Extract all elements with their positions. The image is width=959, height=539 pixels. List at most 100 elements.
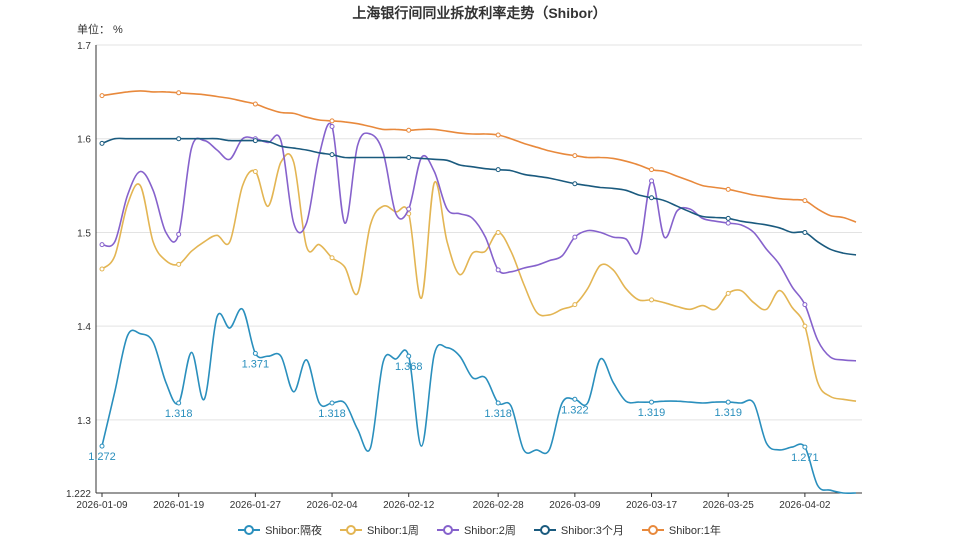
series-point: [802, 198, 808, 204]
series-point: [802, 323, 808, 329]
chart-title: 上海银行间同业拆放利率走势（Shibor）: [352, 5, 607, 21]
y-tick-label: 1.222: [66, 489, 91, 500]
legend-item[interactable]: Shibor:1年: [641, 522, 721, 538]
y-tick-label: 1.6: [77, 135, 91, 146]
x-tick-label: 2026-01-19: [153, 500, 205, 511]
series-point: [725, 220, 731, 226]
series-point: [572, 302, 578, 308]
legend-line-icon: [436, 525, 459, 535]
data-label: 1.319: [714, 407, 742, 419]
data-label: 1.318: [165, 408, 193, 420]
series-point: [176, 400, 182, 406]
series-point: [649, 167, 655, 173]
data-labels: 1.272 1.318 1.371 1.318 1.368 1.318 1.322 1.319…: [88, 358, 818, 464]
series-point: [252, 138, 258, 144]
series-point: [176, 90, 182, 96]
x-tick-label: 2026-02-28: [473, 500, 525, 511]
series-point: [99, 140, 105, 146]
series-point: [495, 267, 501, 273]
series-line-0: [101, 308, 857, 495]
series-point: [802, 302, 808, 308]
series-point: [802, 444, 808, 450]
series-point: [176, 261, 182, 267]
series-point: [329, 118, 335, 124]
data-label: 1.319: [638, 407, 666, 419]
series-point: [802, 229, 808, 235]
legend-line-icon: [238, 525, 261, 535]
series-point: [99, 266, 105, 272]
legend-item[interactable]: Shibor:1周: [339, 522, 419, 538]
series-point: [572, 153, 578, 159]
y-tick-label: 1.3: [77, 416, 91, 427]
legend-line-icon: [533, 525, 556, 535]
x-tick-label: 2026-01-09: [76, 500, 128, 511]
series-point: [329, 124, 335, 130]
series-point: [572, 396, 578, 402]
x-tick-label: 2026-02-12: [383, 500, 435, 511]
series-point: [572, 181, 578, 187]
legend-line-icon: [641, 525, 664, 535]
series-point: [252, 101, 258, 107]
series-lines: [99, 90, 857, 495]
series-point: [649, 297, 655, 303]
series-line-3: [101, 137, 857, 256]
series-point: [176, 136, 182, 142]
series-point: [495, 167, 501, 173]
series-point: [99, 443, 105, 449]
legend-label: Shibor:1年: [668, 525, 721, 537]
series-point: [406, 154, 412, 160]
data-label: 1.318: [484, 408, 512, 420]
data-label: 1.318: [318, 408, 346, 420]
series-point: [406, 127, 412, 133]
series-point: [495, 229, 501, 235]
series-point: [176, 231, 182, 237]
series-point: [725, 399, 731, 405]
legend-label: Shibor:3个月: [560, 525, 624, 537]
y-tick-label: 1.5: [77, 228, 91, 239]
data-label: 1.271: [791, 452, 819, 464]
series-point: [406, 353, 412, 359]
series-point: [725, 186, 731, 192]
y-axis-unit: 单位： %: [77, 24, 123, 36]
legend-item[interactable]: Shibor:隔夜: [238, 522, 322, 538]
x-tick-label: 2026-01-27: [230, 500, 282, 511]
series-point: [572, 234, 578, 240]
series-point: [649, 178, 655, 184]
series-point: [495, 400, 501, 406]
x-tick-label: 2026-03-17: [626, 500, 678, 511]
legend-item[interactable]: Shibor:2周: [436, 522, 516, 538]
series-point: [649, 195, 655, 201]
legend-label: Shibor:1周: [366, 525, 419, 537]
legend-label: Shibor:隔夜: [265, 525, 322, 537]
series-point: [329, 400, 335, 406]
series-point: [495, 132, 501, 138]
series-point: [329, 152, 335, 158]
legend-label: Shibor:2周: [463, 525, 516, 537]
x-tick-label: 2026-03-09: [549, 500, 601, 511]
series-point: [329, 255, 335, 261]
series-line-1: [101, 153, 857, 402]
data-label: 1.322: [561, 404, 589, 416]
x-tick-label: 2026-04-02: [779, 500, 831, 511]
y-tick-label: 1.7: [77, 41, 91, 52]
data-label: 1.272: [88, 451, 116, 463]
series-point: [99, 93, 105, 99]
series-point: [252, 350, 258, 356]
data-label: 1.371: [242, 358, 270, 370]
legend: Shibor:隔夜 Shibor:1周 Shibor:2周 Shibor:3个月 Shi…: [0, 522, 959, 538]
x-tick-label: 2026-03-25: [703, 500, 755, 511]
series-line-4: [101, 90, 857, 223]
x-tick-label: 2026-02-04: [306, 500, 358, 511]
legend-line-icon: [339, 525, 362, 535]
series-point: [406, 206, 412, 212]
series-point: [725, 290, 731, 296]
series-point: [725, 215, 731, 221]
grid-lines: [96, 44, 862, 494]
series-point: [99, 242, 105, 248]
y-tick-label: 1.4: [77, 322, 91, 333]
data-label: 1.368: [395, 361, 423, 373]
legend-item[interactable]: Shibor:3个月: [533, 522, 624, 538]
series-point: [649, 399, 655, 405]
